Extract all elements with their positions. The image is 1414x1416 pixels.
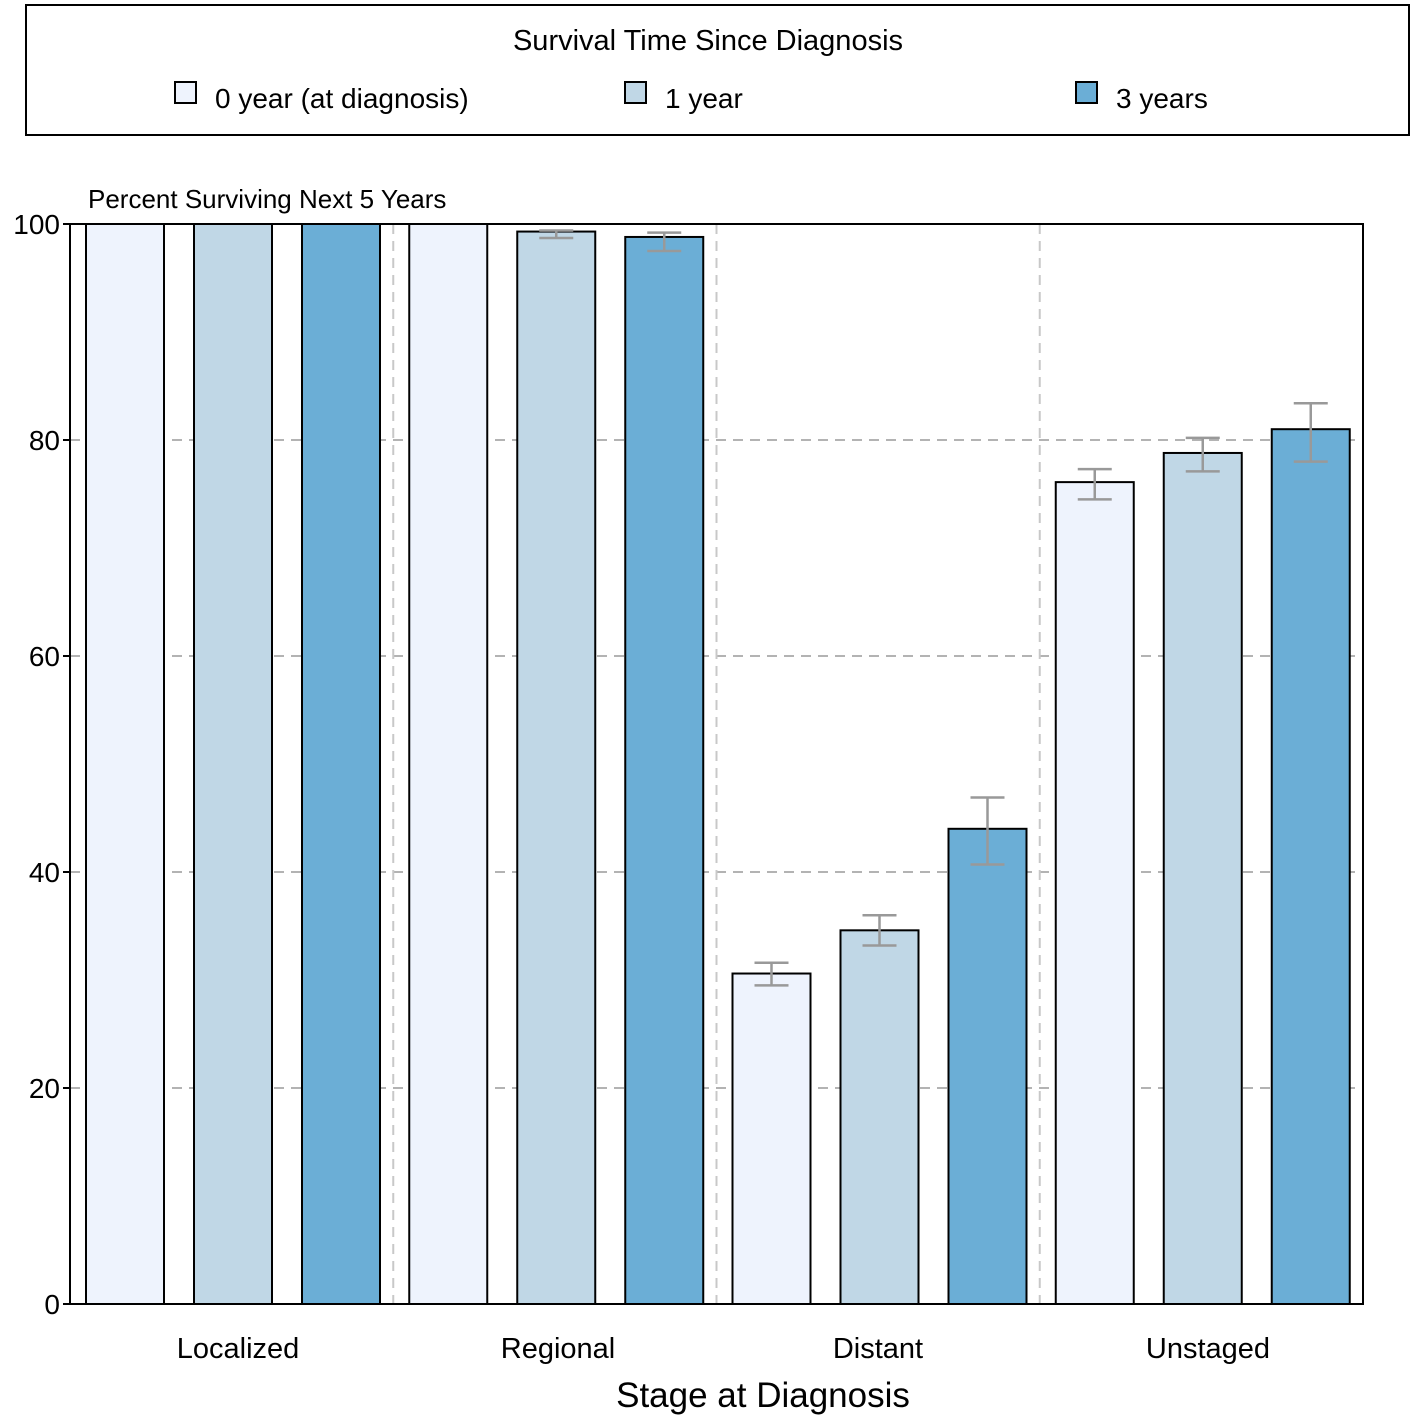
legend-swatch xyxy=(1075,81,1098,104)
legend-item: 0 year (at diagnosis) xyxy=(174,81,469,114)
legend-label: 1 year xyxy=(665,83,743,114)
x-tick-label: Distant xyxy=(833,1333,923,1365)
legend: Survival Time Since Diagnosis 0 year (at… xyxy=(25,4,1410,136)
y-tick-label: 80 xyxy=(29,425,60,456)
legend-item: 1 year xyxy=(624,81,743,114)
legend-box xyxy=(25,4,1410,136)
legend-item: 3 years xyxy=(1075,81,1208,114)
gridlines xyxy=(70,224,1363,1304)
bar xyxy=(839,929,920,1305)
x-tick-label: Regional xyxy=(501,1333,615,1365)
legend-swatch xyxy=(624,81,647,104)
error-bar xyxy=(970,796,1005,866)
x-axis-label: Stage at Diagnosis xyxy=(616,1376,910,1415)
bar xyxy=(947,827,1028,1305)
bars xyxy=(85,223,1351,1306)
bar xyxy=(1054,481,1135,1305)
bar xyxy=(624,235,705,1306)
bar xyxy=(408,223,489,1305)
y-tick-label: 60 xyxy=(29,641,60,672)
plot-frame xyxy=(69,223,1364,1305)
bar xyxy=(85,223,165,1305)
error-bar xyxy=(1185,436,1220,473)
error-bar xyxy=(647,231,682,253)
y-tick-label: 0 xyxy=(44,1289,60,1320)
error-bar xyxy=(862,913,897,947)
y-axis-label: Percent Surviving Next 5 Years xyxy=(88,184,446,214)
y-tick-label: 20 xyxy=(29,1073,60,1104)
error-bar xyxy=(1077,467,1112,501)
error-bar xyxy=(539,229,574,240)
legend-label: 0 year (at diagnosis) xyxy=(215,83,469,114)
x-axis-tick-labels: Localized Regional Distant Unstaged xyxy=(177,1333,1270,1365)
error-bar xyxy=(1293,402,1328,463)
legend-items: 0 year (at diagnosis) 1 year 3 years xyxy=(174,81,1208,114)
bar xyxy=(516,230,597,1305)
bar xyxy=(731,972,812,1306)
error-bar xyxy=(754,961,789,987)
y-tick-label: 40 xyxy=(29,857,60,888)
bar xyxy=(1270,428,1351,1305)
bar xyxy=(193,223,273,1305)
y-tick-label: 100 xyxy=(13,209,60,240)
legend-title: Survival Time Since Diagnosis xyxy=(513,25,903,57)
x-tick-label: Localized xyxy=(177,1333,300,1365)
error-bars xyxy=(539,229,1328,987)
bar xyxy=(1162,451,1243,1305)
legend-label: 3 years xyxy=(1116,83,1208,114)
legend-swatch xyxy=(174,81,197,104)
y-axis-ticks: 0 20 40 60 80 100 xyxy=(13,209,70,1320)
x-tick-label: Unstaged xyxy=(1146,1333,1270,1365)
bar xyxy=(301,223,381,1305)
